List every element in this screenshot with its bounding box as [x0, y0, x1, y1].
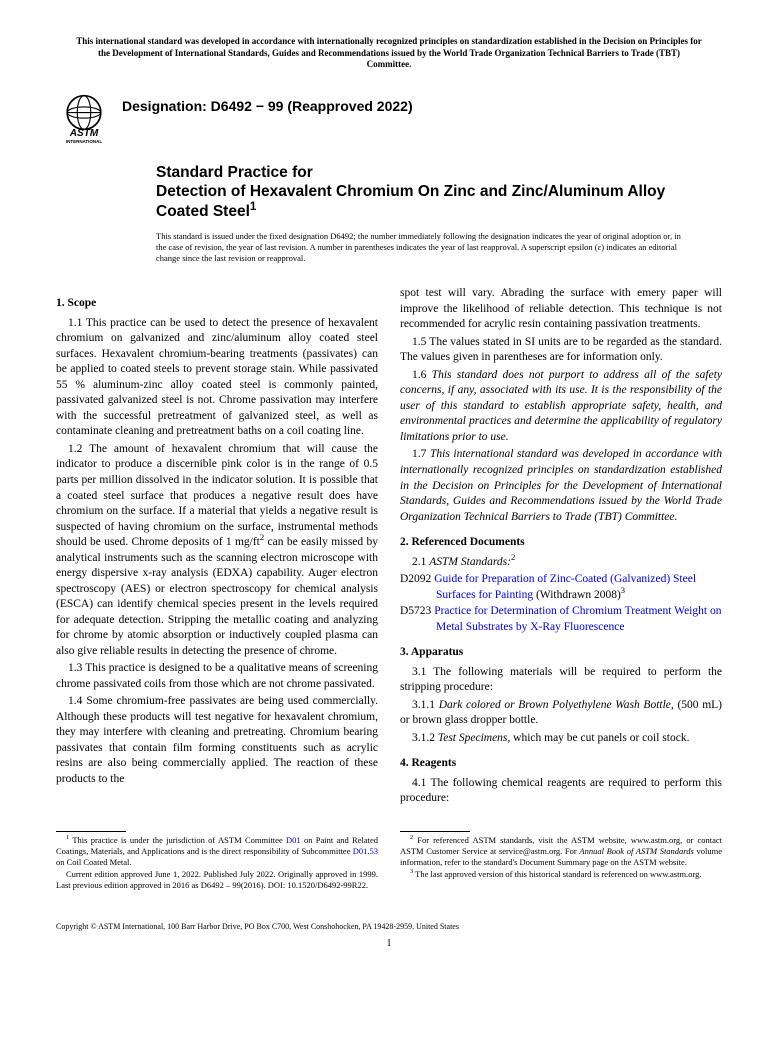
footnote-col-right: 2 For referenced ASTM standards, visit t… [400, 831, 722, 892]
section-4-head: 4. Reagents [400, 756, 722, 772]
logo-text-2: INTERNATIONAL [66, 139, 102, 144]
issuance-note: This standard is issued under the fixed … [156, 231, 682, 264]
footnotes: 1 This practice is under the jurisdictio… [56, 831, 722, 892]
footnote-rule [56, 831, 126, 832]
fn1-link-d01[interactable]: D01 [286, 835, 301, 845]
footnote-col-left: 1 This practice is under the jurisdictio… [56, 831, 378, 892]
para-3-1-2: 3.1.2 Test Specimens, which may be cut p… [400, 731, 722, 747]
para-1-5: 1.5 The values stated in SI units are to… [400, 335, 722, 366]
footnote-2: 2 For referenced ASTM standards, visit t… [400, 835, 722, 868]
ref-d5723: D5723 Practice for Determination of Chro… [400, 604, 722, 635]
para-3-1: 3.1 The following materials will be requ… [400, 665, 722, 696]
designation: Designation: D6492 − 99 (Reapproved 2022… [122, 97, 413, 116]
para-1-2: 1.2 The amount of hexavalent chromium th… [56, 442, 378, 659]
section-2-head: 2. Referenced Documents [400, 535, 722, 551]
para-2-1: 2.1 ASTM Standards:2 [400, 555, 722, 571]
para-1-1: 1.1 This practice can be used to detect … [56, 316, 378, 440]
para-1-6: 1.6 This standard does not purport to ad… [400, 368, 722, 446]
ref-d2092: D2092 Guide for Preparation of Zinc-Coat… [400, 572, 722, 603]
para-1-3: 1.3 This practice is designed to be a qu… [56, 661, 378, 692]
designation-block: Designation: D6492 − 99 (Reapproved 2022… [122, 89, 413, 116]
para-1-4b: spot test will vary. Abrading the surfac… [400, 286, 722, 333]
footnote-1-edition: Current edition approved June 1, 2022. P… [56, 869, 378, 891]
page-number: 1 [56, 937, 722, 951]
footnote-3: 3 The last approved version of this hist… [400, 869, 722, 880]
section-1-head: 1. Scope [56, 296, 378, 312]
footnote-rule-2 [400, 831, 470, 832]
astm-logo: ASTM INTERNATIONAL [56, 89, 112, 145]
fn1-link-d0153[interactable]: D01.53 [353, 846, 378, 856]
title-kicker: Standard Practice for [156, 163, 722, 182]
top-disclaimer: This international standard was develope… [56, 36, 722, 83]
column-left: 1. Scope 1.1 This practice can be used t… [56, 286, 378, 808]
section-3-head: 3. Apparatus [400, 645, 722, 661]
para-1-4a: 1.4 Some chromium-free passivates are be… [56, 694, 378, 787]
body-columns: 1. Scope 1.1 This practice can be used t… [56, 286, 722, 808]
ref-link-d5723[interactable]: Practice for Determination of Chromium T… [434, 605, 721, 633]
copyright: Copyright © ASTM International, 100 Barr… [56, 922, 722, 933]
para-1-7: 1.7 This international standard was deve… [400, 447, 722, 525]
header: ASTM INTERNATIONAL Designation: D6492 − … [56, 89, 722, 145]
title-main: Detection of Hexavalent Chromium On Zinc… [156, 182, 722, 221]
column-right: spot test will vary. Abrading the surfac… [400, 286, 722, 808]
para-3-1-1: 3.1.1 Dark colored or Brown Polyethylene… [400, 698, 722, 729]
logo-text-1: ASTM [69, 128, 99, 139]
footnote-1: 1 This practice is under the jurisdictio… [56, 835, 378, 868]
title-block: Standard Practice for Detection of Hexav… [156, 163, 722, 221]
para-4-1: 4.1 The following chemical reagents are … [400, 776, 722, 807]
